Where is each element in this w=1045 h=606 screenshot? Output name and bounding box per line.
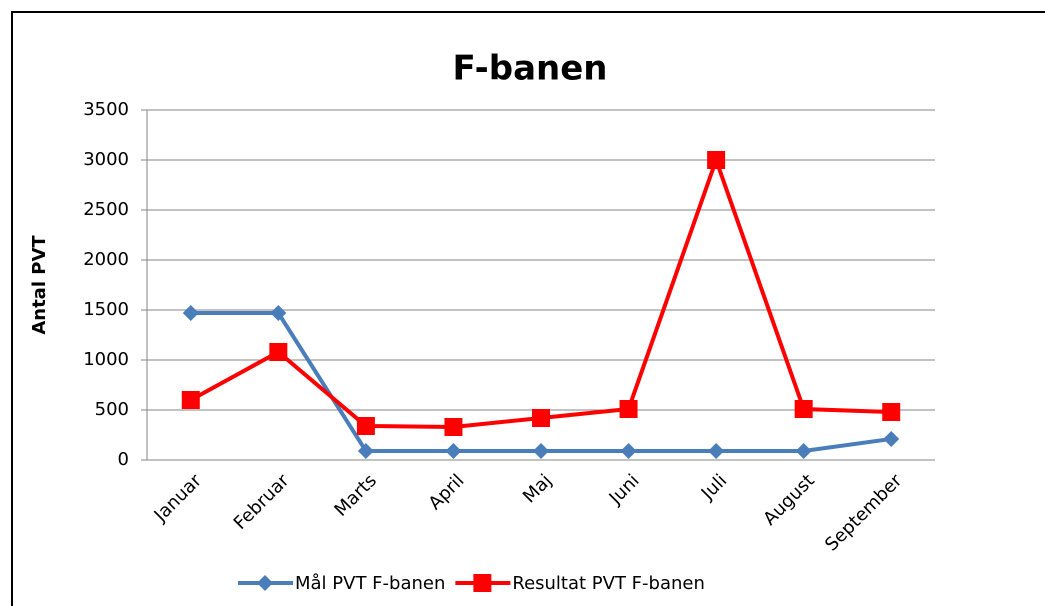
y-tick-label: 2500 (83, 199, 129, 220)
marker (270, 305, 287, 321)
marker (882, 403, 901, 421)
legend-label: Resultat PVT F-banen (512, 573, 705, 594)
y-axis-label: Antal PVT (29, 235, 50, 335)
marker (794, 400, 813, 418)
marker (795, 443, 812, 459)
marker (357, 443, 374, 459)
y-tick-label: 2000 (83, 249, 129, 270)
marker (181, 391, 200, 409)
y-tick-label: 1000 (83, 349, 129, 370)
marker (708, 443, 725, 459)
marker (445, 443, 462, 459)
marker (707, 151, 726, 169)
marker (356, 417, 375, 435)
marker (619, 400, 638, 418)
marker (532, 409, 550, 427)
y-tick-label: 0 (118, 449, 129, 470)
chart-title: F-banen (452, 49, 607, 89)
legend-label: Mål PVT F-banen (295, 573, 445, 594)
chart-frame (11, 11, 1045, 606)
marker (620, 443, 637, 459)
marker (444, 418, 463, 436)
marker (257, 575, 273, 591)
y-tick-label: 500 (95, 399, 129, 420)
y-tick-label: 3500 (83, 99, 129, 120)
marker (182, 305, 199, 321)
marker (269, 343, 288, 361)
marker (473, 574, 492, 592)
y-tick-label: 3000 (83, 149, 129, 170)
marker (883, 431, 900, 447)
y-tick-label: 1500 (83, 299, 129, 320)
marker (533, 443, 549, 459)
